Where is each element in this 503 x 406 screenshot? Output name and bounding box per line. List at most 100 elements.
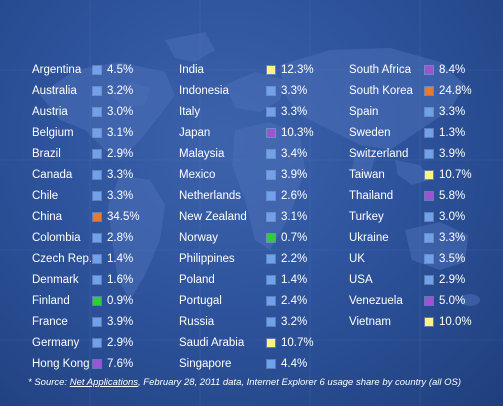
country-name: India (179, 64, 204, 76)
country-name: France (32, 316, 68, 328)
country-row: Singapore 4.4% (179, 355, 307, 373)
country-row: Colombia 2.8% (32, 229, 133, 247)
value-swatch (267, 129, 275, 137)
country-name: Canada (32, 169, 73, 181)
value-swatch (93, 255, 101, 263)
usage-value: 2.9% (107, 148, 134, 160)
country-name: Austria (32, 106, 68, 118)
usage-value: 10.7% (439, 169, 472, 181)
value-swatch (93, 213, 101, 221)
country-row: Thailand 5.8% (349, 187, 465, 205)
country-row: Sweden 1.3% (349, 124, 465, 142)
country-row: Hong Kong 7.6% (32, 355, 133, 373)
country-row: Czech Rep. 1.4% (32, 250, 133, 268)
country-name: South Africa (349, 64, 412, 76)
usage-value: 1.3% (439, 127, 466, 139)
usage-value: 5.8% (439, 190, 466, 202)
usage-value: 3.1% (281, 211, 308, 223)
value-swatch (93, 360, 101, 368)
net-applications-link[interactable]: Net Applications (69, 377, 139, 388)
country-row: Malaysia 3.4% (179, 145, 307, 163)
usage-value: 3.3% (439, 232, 466, 244)
country-name: Denmark (32, 274, 79, 286)
value-swatch (93, 318, 101, 326)
value-swatch (267, 87, 275, 95)
usage-value: 8.4% (439, 64, 466, 76)
value-swatch (93, 129, 101, 137)
value-swatch (93, 192, 101, 200)
country-row: Denmark 1.6% (32, 271, 133, 289)
value-swatch (267, 255, 275, 263)
country-row: Turkey 3.0% (349, 208, 465, 226)
country-name: Vietnam (349, 316, 391, 328)
value-swatch (93, 87, 101, 95)
country-name: New Zealand (179, 211, 247, 223)
value-swatch (425, 108, 433, 116)
country-row: Argentina 4.5% (32, 61, 133, 79)
value-swatch (267, 213, 275, 221)
footnote-suffix: , February 28, 2011 data, Internet Explo… (138, 377, 462, 388)
value-swatch (93, 297, 101, 305)
country-name: Spain (349, 106, 379, 118)
country-name: Czech Rep. (32, 253, 93, 265)
usage-value: 2.6% (281, 190, 308, 202)
country-name: Colombia (32, 232, 81, 244)
country-name: Netherlands (179, 190, 242, 202)
value-swatch (93, 234, 101, 242)
country-row: China 34.5% (32, 208, 140, 226)
country-row: Austria 3.0% (32, 103, 133, 121)
country-name: Portugal (179, 295, 222, 307)
country-row: Brazil 2.9% (32, 145, 133, 163)
country-name: Venezuela (349, 295, 403, 307)
value-swatch (267, 108, 275, 116)
usage-value: 2.2% (281, 253, 308, 265)
usage-value: 3.9% (107, 316, 134, 328)
country-row: Philippines 2.2% (179, 250, 307, 268)
value-swatch (267, 150, 275, 158)
country-row: Russia 3.2% (179, 313, 307, 331)
value-swatch (93, 150, 101, 158)
value-swatch (267, 318, 275, 326)
footnote-prefix: * Source: (28, 377, 70, 388)
value-swatch (267, 171, 275, 179)
value-swatch (425, 150, 433, 158)
usage-value: 3.3% (281, 85, 308, 97)
usage-value: 1.4% (281, 274, 308, 286)
usage-value: 0.9% (107, 295, 134, 307)
country-name: Sweden (349, 127, 391, 139)
value-swatch (425, 255, 433, 263)
usage-value: 3.3% (281, 106, 308, 118)
usage-value: 3.4% (281, 148, 308, 160)
value-swatch (425, 234, 433, 242)
usage-value: 24.8% (439, 85, 472, 97)
usage-value: 3.9% (281, 169, 308, 181)
country-name: Ukraine (349, 232, 389, 244)
usage-value: 1.6% (107, 274, 134, 286)
value-swatch (267, 339, 275, 347)
country-row: India 12.3% (179, 61, 314, 79)
country-row: Chile 3.3% (32, 187, 133, 205)
value-swatch (93, 66, 101, 74)
usage-value: 3.5% (439, 253, 466, 265)
usage-value: 3.0% (107, 106, 134, 118)
country-name: Belgium (32, 127, 74, 139)
country-name: Brazil (32, 148, 61, 160)
usage-value: 5.0% (439, 295, 466, 307)
country-name: Finland (32, 295, 70, 307)
value-swatch (425, 87, 433, 95)
country-name: Mexico (179, 169, 216, 181)
value-swatch (425, 66, 433, 74)
country-name: Philippines (179, 253, 235, 265)
usage-value: 3.2% (281, 316, 308, 328)
country-row: Saudi Arabia 10.7% (179, 334, 314, 352)
usage-value: 10.0% (439, 316, 472, 328)
usage-value: 4.4% (281, 358, 308, 370)
usage-value: 2.8% (107, 232, 134, 244)
value-swatch (267, 276, 275, 284)
country-row: Mexico 3.9% (179, 166, 307, 184)
value-swatch (267, 360, 275, 368)
country-name: Germany (32, 337, 80, 349)
country-name: Chile (32, 190, 59, 202)
country-name: Thailand (349, 190, 394, 202)
usage-value: 12.3% (281, 64, 314, 76)
